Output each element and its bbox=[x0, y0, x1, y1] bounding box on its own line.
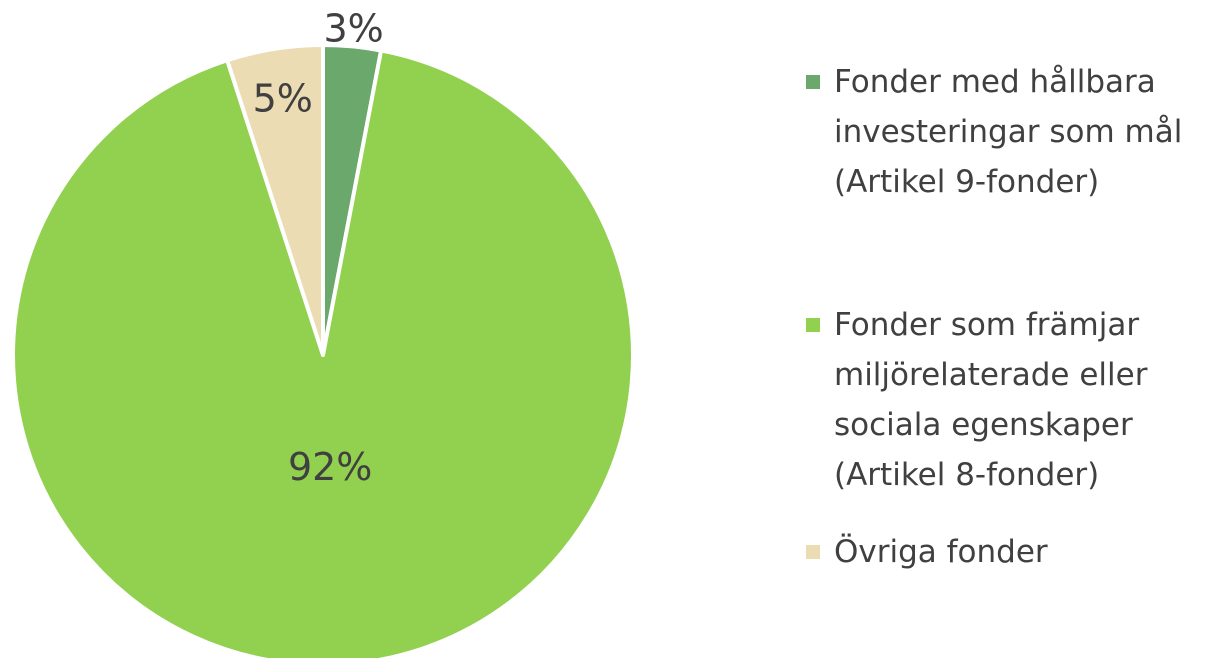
chart: 3% 92% 5% bbox=[11, 6, 635, 658]
legend-label: Fonder som främjar miljörelaterade eller… bbox=[834, 307, 1148, 493]
legend-swatch bbox=[806, 318, 820, 332]
data-label: 5% bbox=[253, 76, 313, 120]
data-label: 3% bbox=[323, 6, 383, 50]
pie-slice bbox=[225, 43, 325, 357]
legend-label: Övriga fonder bbox=[834, 534, 1048, 570]
legend-item: Fonder med hållbara investeringar som må… bbox=[806, 57, 1221, 207]
legend-item: Övriga fonder bbox=[806, 527, 1221, 577]
data-label: 92% bbox=[288, 445, 372, 489]
legend-swatch bbox=[806, 75, 820, 89]
legend-item: Fonder som främjar miljörelaterade eller… bbox=[806, 300, 1221, 500]
legend-swatch bbox=[806, 545, 820, 559]
legend-label: Fonder med hållbara investeringar som må… bbox=[834, 64, 1183, 200]
pie-slice bbox=[11, 48, 635, 658]
